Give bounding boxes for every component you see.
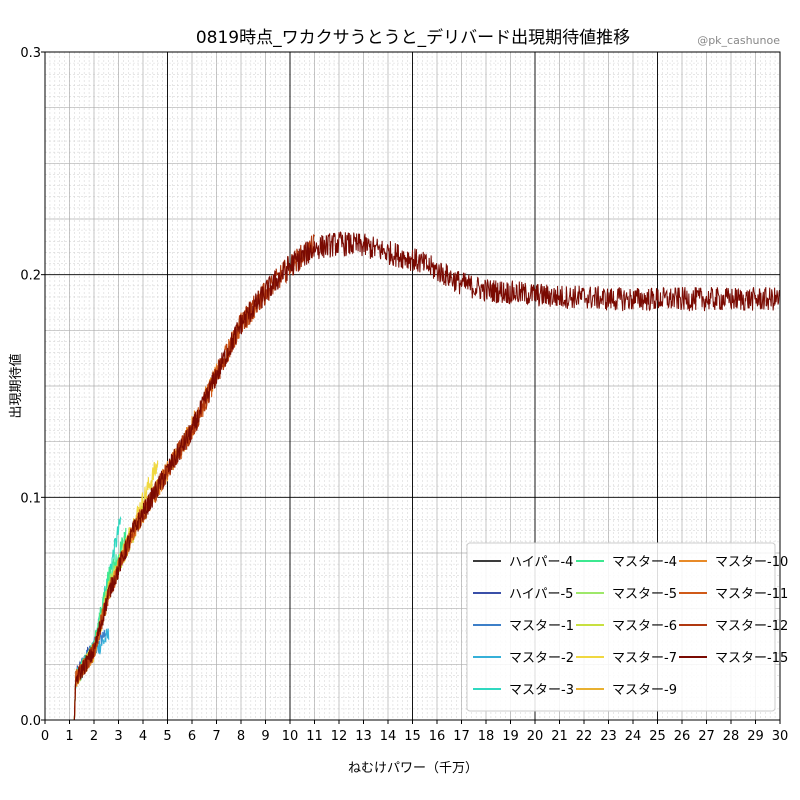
series-line	[45, 231, 781, 721]
x-tick-label: 21	[551, 729, 568, 744]
series-line	[45, 515, 122, 721]
x-tick-label: 4	[139, 729, 147, 744]
x-tick-label: 24	[625, 729, 642, 744]
x-tick-label: 29	[747, 729, 764, 744]
x-tick-label: 28	[723, 729, 740, 744]
legend-label: マスター-10	[715, 555, 788, 570]
legend-label: マスター-7	[612, 651, 677, 666]
legend-label: マスター-9	[612, 683, 677, 698]
legend-label: ハイパー-4	[509, 555, 573, 570]
x-tick-label: 26	[674, 729, 691, 744]
x-tick-label: 11	[306, 729, 323, 744]
legend-box	[466, 542, 776, 712]
legend-label: マスター-6	[612, 619, 677, 634]
x-tick-label: 1	[65, 729, 73, 744]
x-axis-ticks: 0 1 2 3 4 5 6 7 8 9 10 11 12 13 14 15 16 17 18 19 20 21 22 23 24…	[41, 720, 788, 744]
x-tick-label: 30	[772, 729, 789, 744]
chart-title: 0819時点_ワカクサうとうと_デリバード出現期待値推移	[196, 27, 630, 48]
y-tick-label: 0.1	[20, 491, 41, 506]
x-tick-label: 7	[212, 729, 220, 744]
x-tick-label: 16	[429, 729, 446, 744]
legend: ハイパー-4 ハイパー-5 マスター-1 マスター-2 マスター-3 マスター-4 マスター…	[466, 542, 788, 712]
x-tick-label: 22	[576, 729, 593, 744]
x-tick-label: 5	[163, 729, 171, 744]
x-tick-label: 8	[237, 729, 245, 744]
legend-label: マスター-12	[715, 619, 788, 634]
x-tick-label: 10	[282, 729, 299, 744]
x-tick-label: 3	[114, 729, 122, 744]
legend-label: マスター-5	[612, 587, 677, 602]
x-tick-label: 9	[261, 729, 269, 744]
x-tick-label: 15	[404, 729, 421, 744]
x-tick-label: 19	[502, 729, 519, 744]
x-tick-label: 6	[188, 729, 196, 744]
x-tick-label: 14	[380, 729, 397, 744]
x-tick-label: 23	[600, 729, 617, 744]
y-tick-label: 0.0	[20, 714, 41, 729]
y-tick-label: 0.3	[20, 46, 41, 61]
y-axis-ticks: 0.0 0.1 0.2 0.3	[20, 46, 45, 729]
x-tick-label: 0	[41, 729, 49, 744]
legend-label: マスター-2	[509, 651, 574, 666]
series-line	[45, 233, 316, 721]
series-line	[45, 460, 159, 721]
y-axis-label: 出現期待値	[8, 353, 24, 418]
legend-label: マスター-11	[715, 587, 788, 602]
x-axis-label: ねむけパワー（千万）	[348, 761, 478, 776]
x-tick-label: 13	[355, 729, 372, 744]
x-tick-label: 12	[331, 729, 348, 744]
legend-label: マスター-3	[509, 683, 574, 698]
legend-label: マスター-15	[715, 651, 788, 666]
legend-label: マスター-4	[612, 555, 677, 570]
legend-label: ハイパー-5	[509, 587, 573, 602]
x-tick-label: 25	[649, 729, 666, 744]
x-tick-label: 18	[478, 729, 495, 744]
legend-label: マスター-1	[509, 619, 574, 634]
x-tick-label: 2	[90, 729, 98, 744]
x-tick-label: 17	[453, 729, 470, 744]
credit-label: @pk_cashunoe	[697, 34, 780, 47]
y-tick-label: 0.2	[20, 269, 41, 284]
x-tick-label: 20	[527, 729, 544, 744]
x-tick-label: 27	[698, 729, 715, 744]
